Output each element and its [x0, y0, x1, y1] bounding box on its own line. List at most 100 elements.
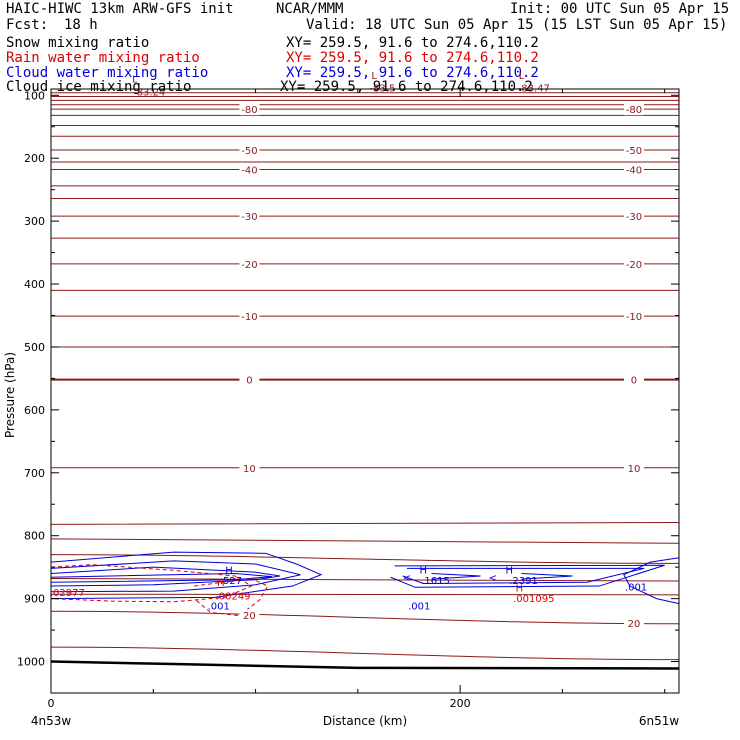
temperature-label-bg-11-1	[623, 163, 644, 176]
extremum-label-19: .001	[625, 582, 647, 593]
temperature-label-bg-9-0	[239, 144, 260, 157]
surface-pressure-line	[50, 660, 680, 670]
extremum-label-20: <	[403, 573, 411, 584]
temperature-contour-24	[50, 554, 680, 564]
extremum-label-14: H	[505, 565, 513, 576]
temperature-label-18-1: -10	[626, 312, 642, 323]
temperature-label-20-1: 0	[631, 376, 637, 387]
rain-contour-0	[50, 564, 253, 603]
temperature-label-20-0: 0	[246, 376, 252, 387]
cloud-water-contour-1	[50, 560, 301, 593]
extremum-label-13: .1615	[421, 576, 450, 587]
field-xy-rain: XY= 259.5, 91.6 to 274.6,110.2	[286, 50, 539, 66]
y-tick-label-0: 100	[24, 89, 45, 102]
temperature-label-11-0: -40	[241, 166, 257, 177]
header-fcst-label: Fcst:	[6, 17, 49, 33]
temperature-label-bg-16-1	[623, 257, 644, 270]
field-xy-cloud-ice: XY= 259.5, 91.6 to 274.6,110.2	[280, 79, 533, 95]
extremum-label-2: L	[371, 71, 377, 82]
rain-contour-1	[193, 577, 269, 617]
temperature-label-21-1: 10	[628, 464, 641, 475]
header-fcst-value: 18 h	[64, 17, 98, 33]
temperature-contour-25	[50, 577, 680, 582]
temperature-contour-27	[50, 610, 680, 625]
temperature-label-bg-9-1	[623, 144, 644, 157]
y-tick-label-9: 1000	[17, 656, 45, 669]
temperature-label-bg-27-0	[239, 609, 260, 622]
extremum-label-21: <	[489, 573, 497, 584]
temperature-label-16-1: -20	[626, 260, 642, 271]
field-name-rain: Rain water mixing ratio	[6, 50, 200, 66]
extremum-label-6: H	[225, 565, 233, 576]
temperature-label-14-1: -30	[626, 212, 642, 223]
temperature-contours	[50, 88, 680, 661]
temperature-label-bg-20-1	[623, 373, 644, 386]
temperature-label-5-1: -80	[626, 105, 642, 116]
extremum-label-10: .00249	[216, 591, 251, 602]
x-tick-label-0: 0	[48, 697, 55, 710]
temperature-label-bg-14-0	[239, 210, 260, 223]
temperature-label-bg-20-0	[239, 373, 260, 386]
extremum-label-16: .001	[408, 601, 430, 612]
temperature-contour-28	[50, 646, 680, 661]
temperature-label-bg-18-1	[623, 310, 644, 323]
y-tick-label-5: 600	[24, 404, 45, 417]
cloud-water-contour-6	[431, 572, 481, 580]
temperature-label-9-0: -50	[241, 146, 257, 157]
temperature-label-27-1: 20	[628, 619, 641, 630]
y-tick-label-7: 800	[24, 530, 45, 543]
temperature-label-27-0: 20	[243, 611, 256, 622]
temperature-label-11-1: -40	[626, 166, 642, 177]
cloud-water-contour-2	[50, 566, 281, 587]
extremum-label-18: .001095	[513, 594, 554, 605]
cloud-water-contour-7	[521, 572, 573, 580]
temperature-label-bg-27-1	[623, 616, 644, 629]
surface-pressure	[50, 660, 680, 670]
cloud-water-contour-8	[623, 557, 680, 605]
temperature-label-14-0: -30	[241, 212, 257, 223]
cloud-water-contour-5	[402, 567, 645, 585]
temperature-label-bg-11-0	[239, 163, 260, 176]
y-tick-label-4: 500	[24, 341, 45, 354]
y-axis-title: Pressure (hPa)	[3, 352, 17, 438]
x-left-endpoint-label: 4n53w	[31, 714, 72, 728]
header-model: HAIC-HIWC 13km ARW-GFS init	[6, 1, 234, 17]
y-tick-label-6: 700	[24, 467, 45, 480]
field-name-cloud-water: Cloud water mixing ratio	[6, 65, 209, 81]
x-axis-title: Distance (km)	[323, 714, 407, 728]
y-tick-label-3: 400	[24, 278, 45, 291]
temperature-label-9-1: -50	[626, 146, 642, 157]
y-tick-label-8: 900	[24, 593, 45, 606]
extremum-label-7: .527	[220, 576, 242, 587]
temperature-label-bg-5-1	[623, 103, 644, 116]
temperature-label-bg-5-0	[239, 103, 260, 116]
contour-labels: -80 -80 -50 -50 -40 -40 -30 -30 -20 -20 -10 -10 0 0 10…	[50, 71, 647, 630]
rain-contours	[50, 564, 269, 617]
cloud-water-contour-0	[50, 551, 323, 600]
cloud-water-contour-4	[390, 564, 665, 588]
temperature-label-18-0: -10	[241, 312, 257, 323]
field-xy-cloud-water: XY= 259.5, 91.6 to 274.6,110.2	[286, 65, 539, 81]
temperature-label-5-0: -80	[241, 105, 257, 116]
extremum-label-8: .001	[208, 601, 230, 612]
extremum-label-11: .02977	[50, 588, 85, 599]
temperature-contour-26	[50, 593, 680, 596]
temperature-label-21-0: 10	[243, 464, 256, 475]
header-org: NCAR/MMM	[276, 1, 344, 17]
temperature-label-bg-21-1	[623, 461, 644, 474]
temperature-contour-23	[50, 538, 680, 544]
temperature-contour-22	[50, 521, 680, 525]
extremum-label-15: .2391	[509, 576, 538, 587]
y-tick-label-2: 300	[24, 215, 45, 228]
field-xy-snow: XY= 259.5, 91.6 to 274.6,110.2	[286, 35, 539, 51]
temperature-label-bg-16-0	[239, 257, 260, 270]
extremum-label-0: L	[132, 75, 138, 86]
x-tick-label-1: 200	[450, 697, 471, 710]
field-name-cloud-ice: Cloud ice mixing ratio	[6, 79, 192, 95]
extremum-label-4: L	[519, 71, 525, 82]
cloud-water-contours	[50, 551, 680, 605]
y-tick-label-1: 200	[24, 152, 45, 165]
extremum-label-1: -83.24	[133, 87, 165, 98]
